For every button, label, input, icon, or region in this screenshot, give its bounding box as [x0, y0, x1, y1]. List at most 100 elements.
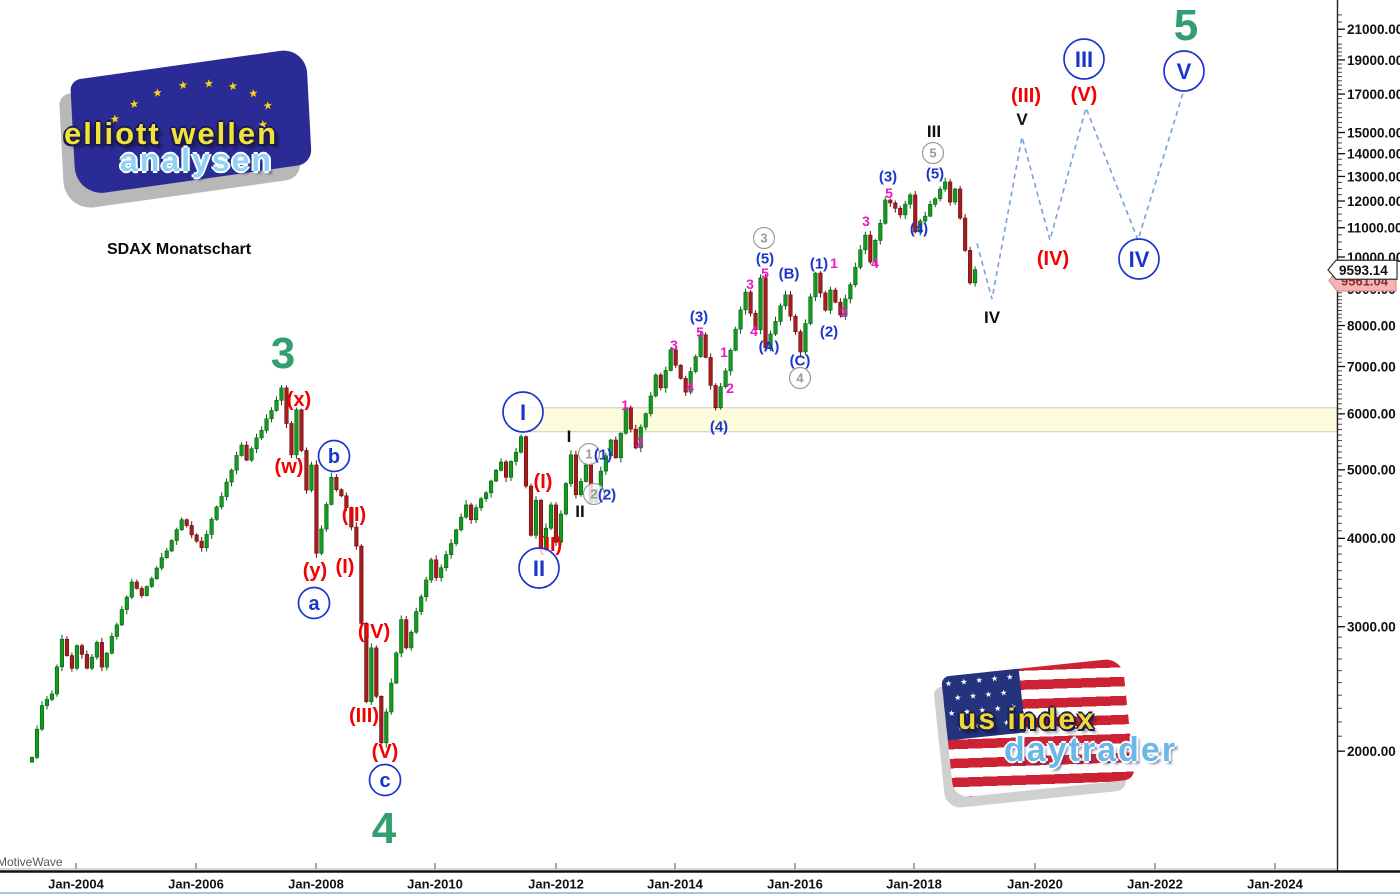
price-axis-tick-label: 3000.00	[1347, 620, 1396, 635]
candle	[169, 540, 174, 552]
candle	[578, 481, 583, 496]
candle	[379, 696, 384, 744]
candle	[948, 181, 953, 203]
price-axis-tick-label: 15000.00	[1347, 125, 1400, 140]
candle	[508, 461, 514, 478]
candle	[763, 277, 768, 349]
candle	[958, 188, 963, 219]
candle	[933, 198, 938, 205]
wave-label: 3	[271, 329, 295, 378]
time-axis-tick-label: Jan-2014	[647, 877, 703, 892]
wave-label-circle	[518, 547, 560, 589]
candle	[603, 455, 608, 472]
wave-label: 3	[670, 337, 678, 353]
wave-label: (C)	[790, 352, 811, 369]
candle	[518, 436, 524, 453]
candle	[294, 409, 299, 456]
candle	[59, 638, 64, 668]
candle	[469, 504, 474, 521]
wave-label: 3	[746, 276, 754, 292]
candle	[623, 407, 628, 434]
candle	[838, 301, 843, 316]
candle	[494, 469, 499, 482]
candle	[119, 609, 124, 626]
wave-label: III	[927, 122, 941, 141]
candle	[683, 378, 688, 393]
candle	[499, 461, 504, 471]
wave-label: (4)	[710, 418, 728, 435]
price-axis[interactable]	[1338, 0, 1400, 869]
wave-label: II	[575, 502, 584, 521]
wave-label: 4	[750, 323, 758, 339]
candle	[963, 217, 968, 251]
candle	[349, 507, 354, 528]
candle	[79, 645, 84, 655]
price-axis-tick-label: 8000.00	[1347, 318, 1396, 333]
candle	[638, 426, 643, 449]
candle	[149, 578, 154, 587]
us-index-daytrader-logo: ★ ★ ★ ★ ★ ★ ★ ★ ★ ★ ★ ★ ★ ★ ★ ★ ★ ★ us i…	[940, 655, 1230, 805]
candle	[209, 519, 214, 535]
candle	[134, 581, 139, 589]
candle	[324, 504, 329, 530]
wave-label: (2)	[598, 486, 616, 503]
wave-label-circle	[921, 141, 945, 165]
wave-label: a	[308, 593, 320, 615]
candle	[828, 289, 833, 311]
candle	[344, 495, 349, 508]
time-axis-tick-label: Jan-2006	[168, 877, 224, 892]
wave-label: 5	[761, 265, 769, 281]
candle	[189, 525, 194, 536]
candle	[489, 480, 494, 494]
time-axis-tick-label: Jan-2024	[1247, 877, 1303, 892]
candle	[139, 588, 144, 596]
wave-label: (3)	[879, 168, 897, 185]
candle	[788, 294, 793, 317]
candle	[543, 527, 549, 548]
candle	[818, 272, 823, 294]
candle	[224, 481, 229, 497]
time-axis[interactable]	[0, 872, 1400, 894]
candle	[718, 386, 723, 409]
candle	[459, 516, 464, 531]
time-axis-tick-label: Jan-2008	[288, 877, 344, 892]
candle	[429, 559, 434, 581]
wave-label: V	[1177, 59, 1192, 84]
candle	[793, 315, 798, 333]
candle	[778, 305, 783, 322]
candle	[409, 631, 414, 649]
candle	[194, 534, 199, 542]
wave-label: (x)	[287, 389, 311, 411]
candle	[109, 636, 114, 654]
candle	[903, 203, 908, 216]
candle	[898, 207, 903, 216]
candle	[464, 504, 469, 518]
candle	[843, 298, 848, 316]
candle	[823, 292, 828, 311]
candle	[434, 559, 439, 578]
candle	[124, 596, 129, 610]
candle	[943, 181, 948, 190]
candle	[548, 504, 554, 529]
candle	[503, 461, 509, 478]
candle	[364, 623, 369, 702]
elliott-wellen-analysen-logo: ★ ★ ★ ★ ★ ★ ★ ★ ★ ★ ★ elliott wellen analysen	[58, 47, 328, 213]
wave-label: 1	[830, 255, 838, 271]
candle	[454, 529, 459, 544]
last-price-tag-label: 9593.14	[1339, 263, 1388, 278]
candle	[229, 469, 234, 483]
candle	[613, 439, 618, 459]
wave-label: (I)	[534, 471, 553, 493]
candle	[234, 455, 239, 471]
candle	[523, 436, 529, 487]
candle	[873, 240, 878, 263]
time-axis-tick-label: Jan-2012	[528, 877, 584, 892]
candle	[444, 554, 449, 569]
wave-label: (5)	[926, 165, 944, 182]
candle	[883, 199, 888, 224]
candle	[803, 323, 808, 353]
wave-label: 1	[720, 344, 728, 360]
wave-label: III	[1075, 47, 1093, 72]
eu-flag-star-icon: ★	[152, 86, 163, 101]
